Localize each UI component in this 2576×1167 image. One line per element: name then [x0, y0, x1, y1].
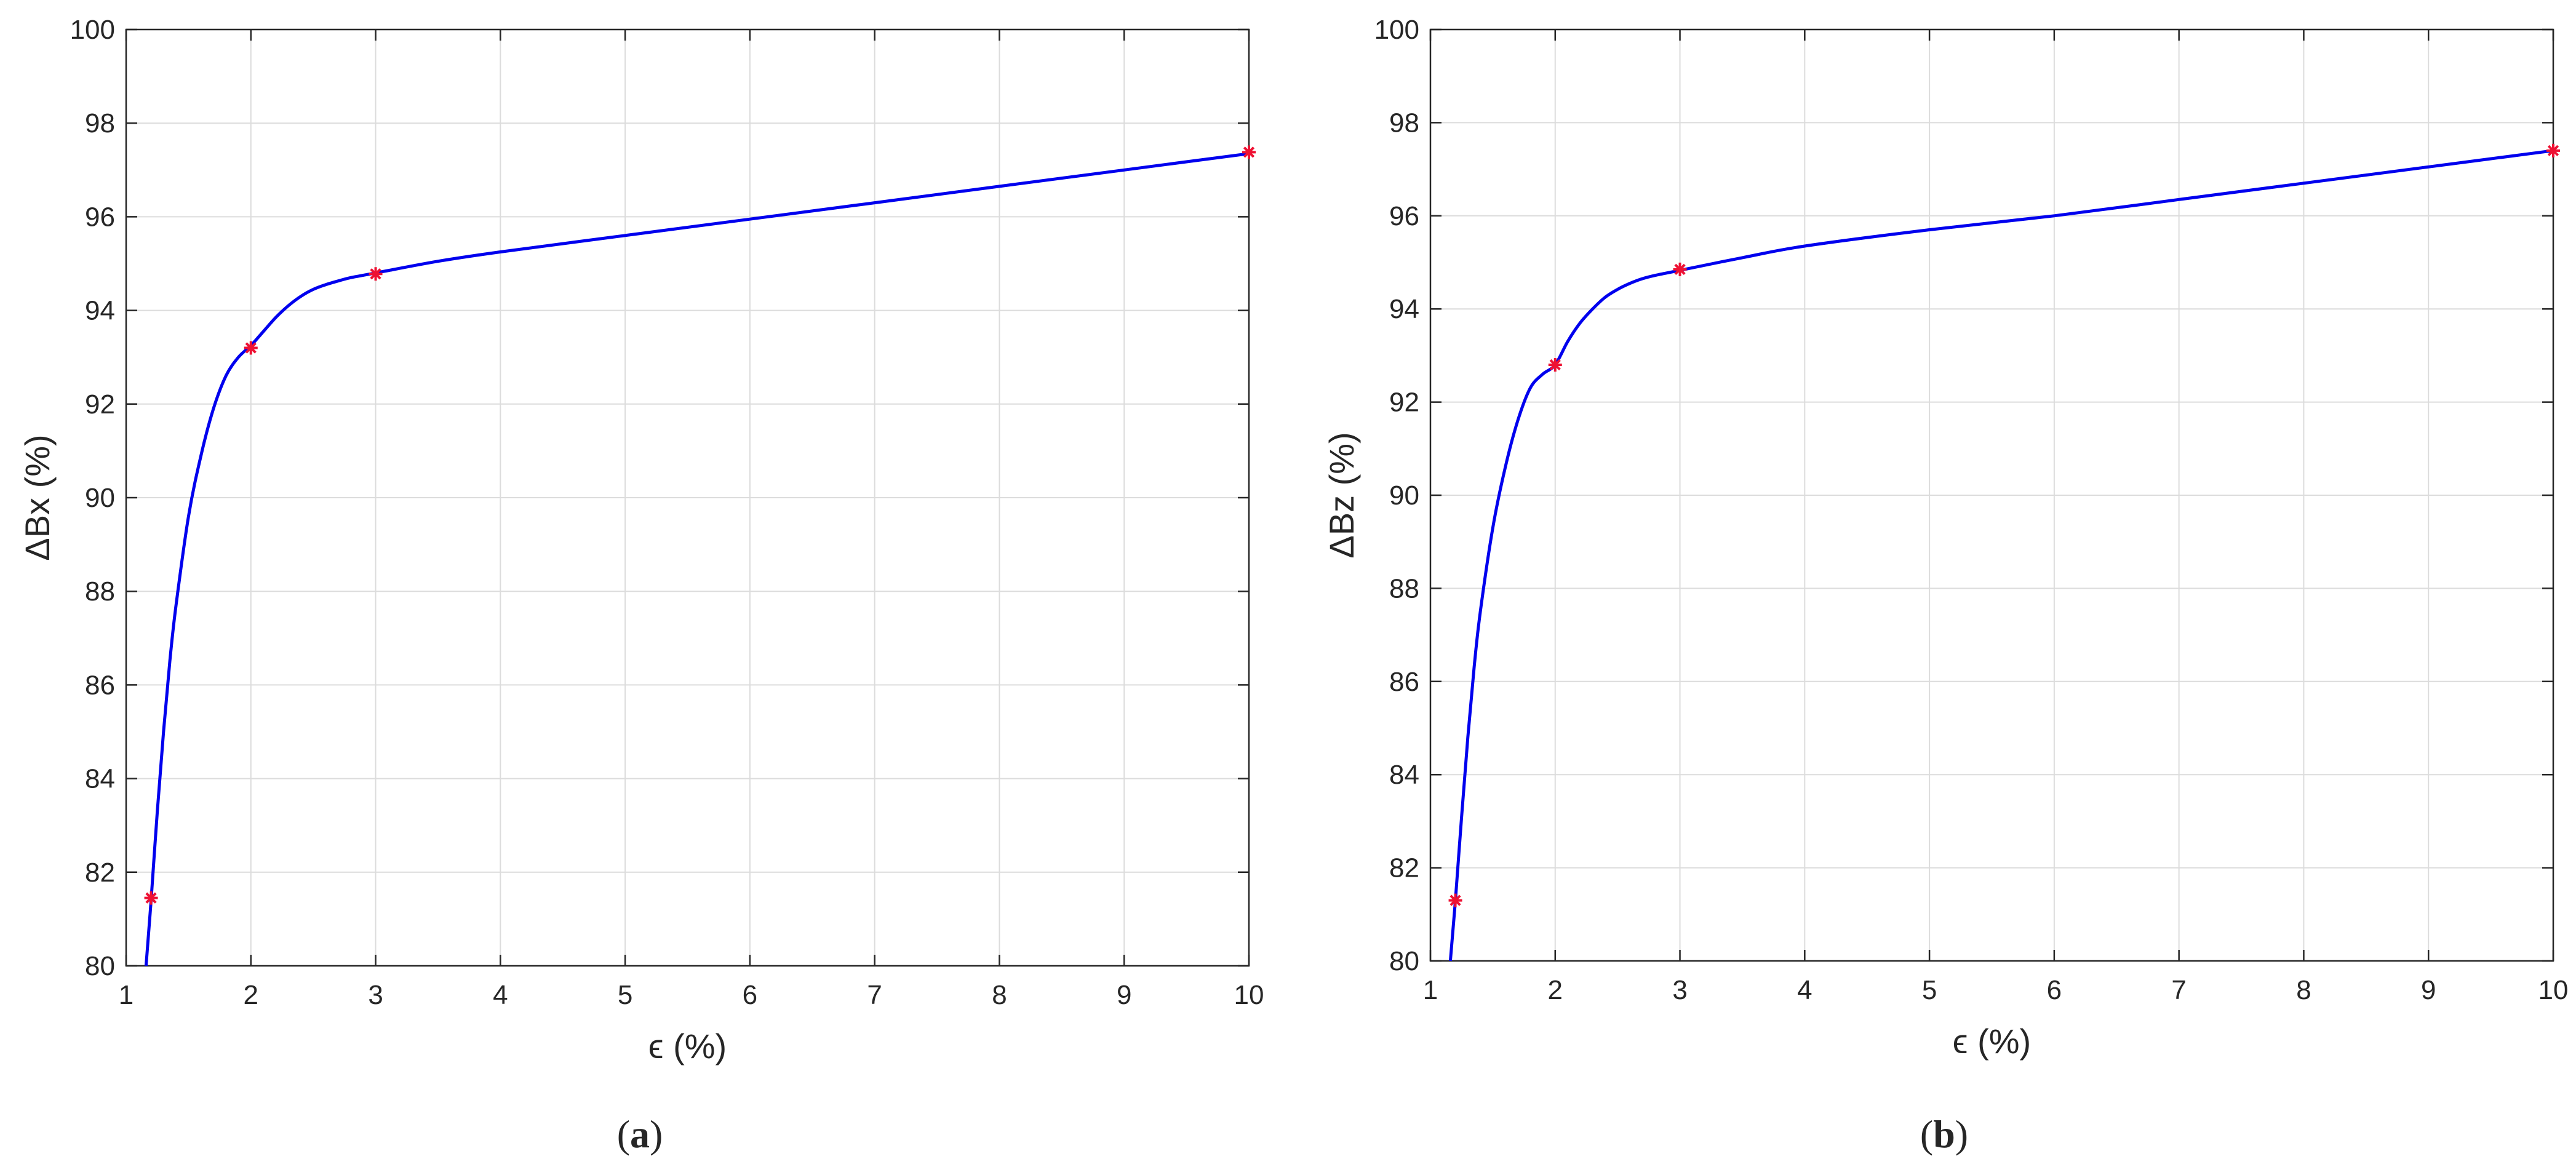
- chart1-x-tick-label-2: 3: [1672, 975, 1687, 1005]
- chart0-marker-2: [369, 267, 383, 281]
- chart1-x-tick-label-5: 6: [2047, 975, 2062, 1005]
- chart1-y-tick-label-10: 100: [1374, 15, 1419, 45]
- panel-caption-b: (b): [1920, 1112, 1968, 1156]
- chart0-series-line: [144, 152, 1250, 966]
- chart1-marker-1: [1548, 358, 1562, 372]
- chart0-y-tick-label-3: 86: [85, 670, 115, 700]
- chart1-y-tick-label-5: 90: [1389, 480, 1419, 511]
- chart1-y-axis-title: ΔBz (%): [1322, 432, 1361, 558]
- chart0-marker-1: [244, 341, 258, 355]
- chart1-marker-2: [1673, 262, 1687, 276]
- chart0-y-tick-label-2: 84: [85, 764, 115, 794]
- chart1-series-line: [1448, 149, 2554, 962]
- panel-caption-a: (a): [617, 1112, 663, 1156]
- chart0-y-tick-label-6: 92: [85, 389, 115, 420]
- chart1-x-tick-label-9: 10: [2538, 975, 2569, 1005]
- chart1-x-tick-label-3: 4: [1797, 975, 1812, 1005]
- chart1-marker-3: [2546, 143, 2560, 157]
- chart0-y-tick-label-0: 80: [85, 951, 115, 981]
- chart0-marker-3: [1242, 145, 1256, 159]
- panel-b: (b) 1 2 3 4 5 6 7 8 9 10 80 82 84 86 88 90 92 94 96 98 100 ϵ …: [1322, 15, 2568, 1156]
- chart0-y-tick-label-5: 90: [85, 483, 115, 513]
- chart0-x-tick-label-8: 9: [1117, 980, 1131, 1010]
- chart1-x-tick-label-0: 1: [1423, 975, 1438, 1005]
- chart0-y-tick-label-7: 94: [85, 296, 115, 326]
- chart1-x-tick-label-6: 7: [2171, 975, 2186, 1005]
- chart1-x-tick-label-1: 2: [1548, 975, 1563, 1005]
- chart0-x-tick-label-3: 4: [493, 980, 508, 1010]
- chart1-x-axis-title: ϵ (%): [1953, 1022, 2031, 1061]
- chart0-y-axis-title: ΔBx (%): [18, 434, 57, 560]
- chart1-x-tick-label-8: 9: [2421, 975, 2436, 1005]
- chart0-x-axis-title: ϵ (%): [648, 1027, 727, 1065]
- chart1-marker-0: [1448, 893, 1462, 907]
- chart1-y-tick-label-0: 80: [1389, 946, 1419, 976]
- panel-a: (a) 1 2 3 4 5 6 7 8 9 10 80 82 84 86 88 90 92 94 96 98 100 ϵ …: [18, 15, 1264, 1156]
- chart0-y-tick-label-9: 98: [85, 108, 115, 138]
- chart1-y-tick-label-3: 86: [1389, 667, 1419, 697]
- chart1-y-tick-label-9: 98: [1389, 108, 1419, 138]
- chart1-y-tick-label-7: 94: [1389, 294, 1419, 324]
- chart0-x-tick-label-9: 10: [1234, 980, 1264, 1010]
- chart0-x-tick-label-2: 3: [368, 980, 383, 1010]
- chart0-x-tick-label-6: 7: [867, 980, 882, 1010]
- chart0-x-tick-label-7: 8: [992, 980, 1007, 1010]
- chart1-y-tick-label-4: 88: [1389, 573, 1419, 603]
- chart0-x-tick-label-4: 5: [618, 980, 632, 1010]
- chart0-x-tick-label-5: 6: [743, 980, 757, 1010]
- chart1-y-tick-label-1: 82: [1389, 853, 1419, 883]
- chart1-x-tick-label-4: 5: [1922, 975, 1937, 1005]
- chart0-y-tick-label-4: 88: [85, 576, 115, 607]
- chart0-marker-0: [144, 891, 158, 905]
- chart1-y-tick-label-2: 84: [1389, 760, 1419, 790]
- chart1-x-tick-label-7: 8: [2296, 975, 2311, 1005]
- chart0-y-tick-label-8: 96: [85, 202, 115, 232]
- chart1-y-tick-label-8: 96: [1389, 201, 1419, 231]
- chart0-x-tick-label-1: 2: [244, 980, 258, 1010]
- chart1-y-tick-label-6: 92: [1389, 388, 1419, 418]
- chart0-y-tick-label-10: 100: [70, 15, 115, 45]
- chart0-y-tick-label-1: 82: [85, 858, 115, 888]
- chart0-x-tick-label-0: 1: [119, 980, 134, 1010]
